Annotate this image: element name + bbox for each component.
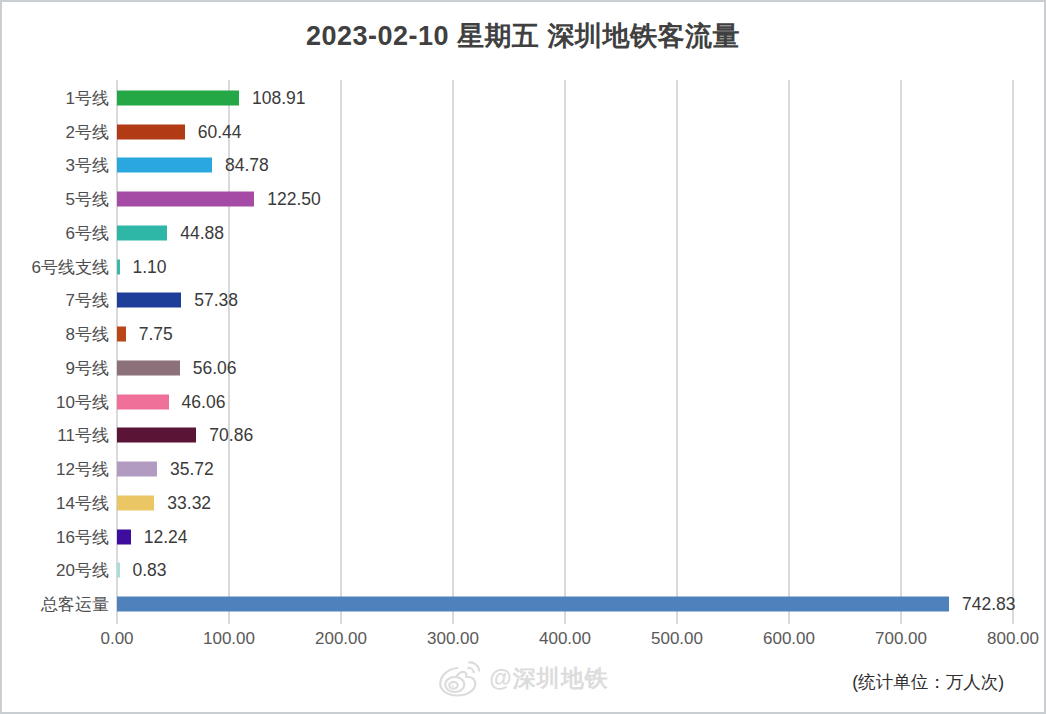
chart-row: 20号线 0.83 bbox=[2, 554, 1044, 588]
category-label: 20号线 bbox=[2, 559, 109, 582]
x-tick-label: 600.00 bbox=[763, 629, 815, 649]
unit-note: (统计单位：万人次) bbox=[852, 670, 1004, 694]
chart-row: 5号线 122.50 bbox=[2, 182, 1044, 216]
chart-row: 16号线 12.24 bbox=[2, 520, 1044, 554]
category-label: 总客运量 bbox=[2, 593, 109, 616]
chart-row: 10号线 46.06 bbox=[2, 385, 1044, 419]
chart-row: 3号线 84.78 bbox=[2, 149, 1044, 183]
bar-value: 0.83 bbox=[133, 560, 167, 581]
x-tick-label: 200.00 bbox=[315, 629, 367, 649]
bar-value: 33.32 bbox=[167, 492, 211, 513]
category-label: 6号线支线 bbox=[2, 255, 109, 278]
bar-value: 7.75 bbox=[139, 324, 173, 345]
category-label: 16号线 bbox=[2, 525, 109, 548]
chart-row: 12号线 35.72 bbox=[2, 452, 1044, 486]
bar bbox=[117, 124, 185, 139]
category-label: 10号线 bbox=[2, 390, 109, 413]
bar-value: 70.86 bbox=[209, 425, 253, 446]
bar bbox=[117, 495, 154, 510]
bar-value: 57.38 bbox=[194, 290, 238, 311]
watermark-text: @深圳地铁 bbox=[489, 663, 608, 694]
bar bbox=[117, 597, 949, 612]
category-label: 3号线 bbox=[2, 154, 109, 177]
bar-value: 35.72 bbox=[170, 459, 214, 480]
weibo-icon bbox=[437, 658, 483, 698]
category-label: 9号线 bbox=[2, 356, 109, 379]
category-label: 11号线 bbox=[2, 424, 109, 447]
bar-value: 46.06 bbox=[182, 391, 226, 412]
bar bbox=[117, 563, 120, 578]
bar-value: 84.78 bbox=[225, 155, 269, 176]
bar-value: 1.10 bbox=[133, 256, 167, 277]
chart-row: 11号线 70.86 bbox=[2, 419, 1044, 453]
bar bbox=[117, 462, 157, 477]
chart-row: 1号线 108.91 bbox=[2, 81, 1044, 115]
chart-row: 总客运量 742.83 bbox=[2, 587, 1044, 621]
category-label: 6号线 bbox=[2, 221, 109, 244]
chart-row: 9号线 56.06 bbox=[2, 351, 1044, 385]
bar-value: 122.50 bbox=[267, 189, 321, 210]
bar bbox=[117, 293, 181, 308]
bar bbox=[117, 225, 167, 240]
bar bbox=[117, 529, 131, 544]
watermark: @深圳地铁 bbox=[437, 658, 608, 698]
category-label: 2号线 bbox=[2, 120, 109, 143]
chart-row: 6号线 44.88 bbox=[2, 216, 1044, 250]
category-label: 1号线 bbox=[2, 86, 109, 109]
x-tick-label: 100.00 bbox=[203, 629, 255, 649]
chart-row: 6号线支线 1.10 bbox=[2, 250, 1044, 284]
category-label: 5号线 bbox=[2, 188, 109, 211]
plot-area: 1号线 108.91 2号线 60.44 3号线 84.78 5号线 122.50 6号线 44.… bbox=[2, 2, 1044, 712]
x-tick-label: 500.00 bbox=[651, 629, 703, 649]
chart-page: 2023-02-10 星期五 深圳地铁客流量 1号线108.912号线60.44… bbox=[0, 0, 1046, 714]
chart-row: 8号线 7.75 bbox=[2, 317, 1044, 351]
bar bbox=[117, 90, 239, 105]
bar bbox=[117, 192, 254, 207]
x-tick-label: 800.00 bbox=[987, 629, 1039, 649]
bar-value: 56.06 bbox=[193, 357, 237, 378]
bar bbox=[117, 259, 120, 274]
chart-row: 7号线 57.38 bbox=[2, 284, 1044, 318]
bar-value: 44.88 bbox=[180, 222, 224, 243]
bar-value: 108.91 bbox=[252, 87, 306, 108]
x-tick-label: 0.00 bbox=[100, 629, 133, 649]
category-label: 14号线 bbox=[2, 491, 109, 514]
x-tick-label: 300.00 bbox=[427, 629, 479, 649]
bar bbox=[117, 428, 196, 443]
bar bbox=[117, 394, 169, 409]
bar-value: 742.83 bbox=[962, 594, 1016, 615]
x-tick-label: 400.00 bbox=[539, 629, 591, 649]
chart-row: 2号线 60.44 bbox=[2, 115, 1044, 149]
bar bbox=[117, 158, 212, 173]
category-label: 8号线 bbox=[2, 323, 109, 346]
x-tick-label: 700.00 bbox=[875, 629, 927, 649]
bar bbox=[117, 360, 180, 375]
category-label: 7号线 bbox=[2, 289, 109, 312]
bar-value: 60.44 bbox=[198, 121, 242, 142]
category-label: 12号线 bbox=[2, 458, 109, 481]
chart-row: 14号线 33.32 bbox=[2, 486, 1044, 520]
bar bbox=[117, 327, 126, 342]
bar-value: 12.24 bbox=[144, 526, 188, 547]
